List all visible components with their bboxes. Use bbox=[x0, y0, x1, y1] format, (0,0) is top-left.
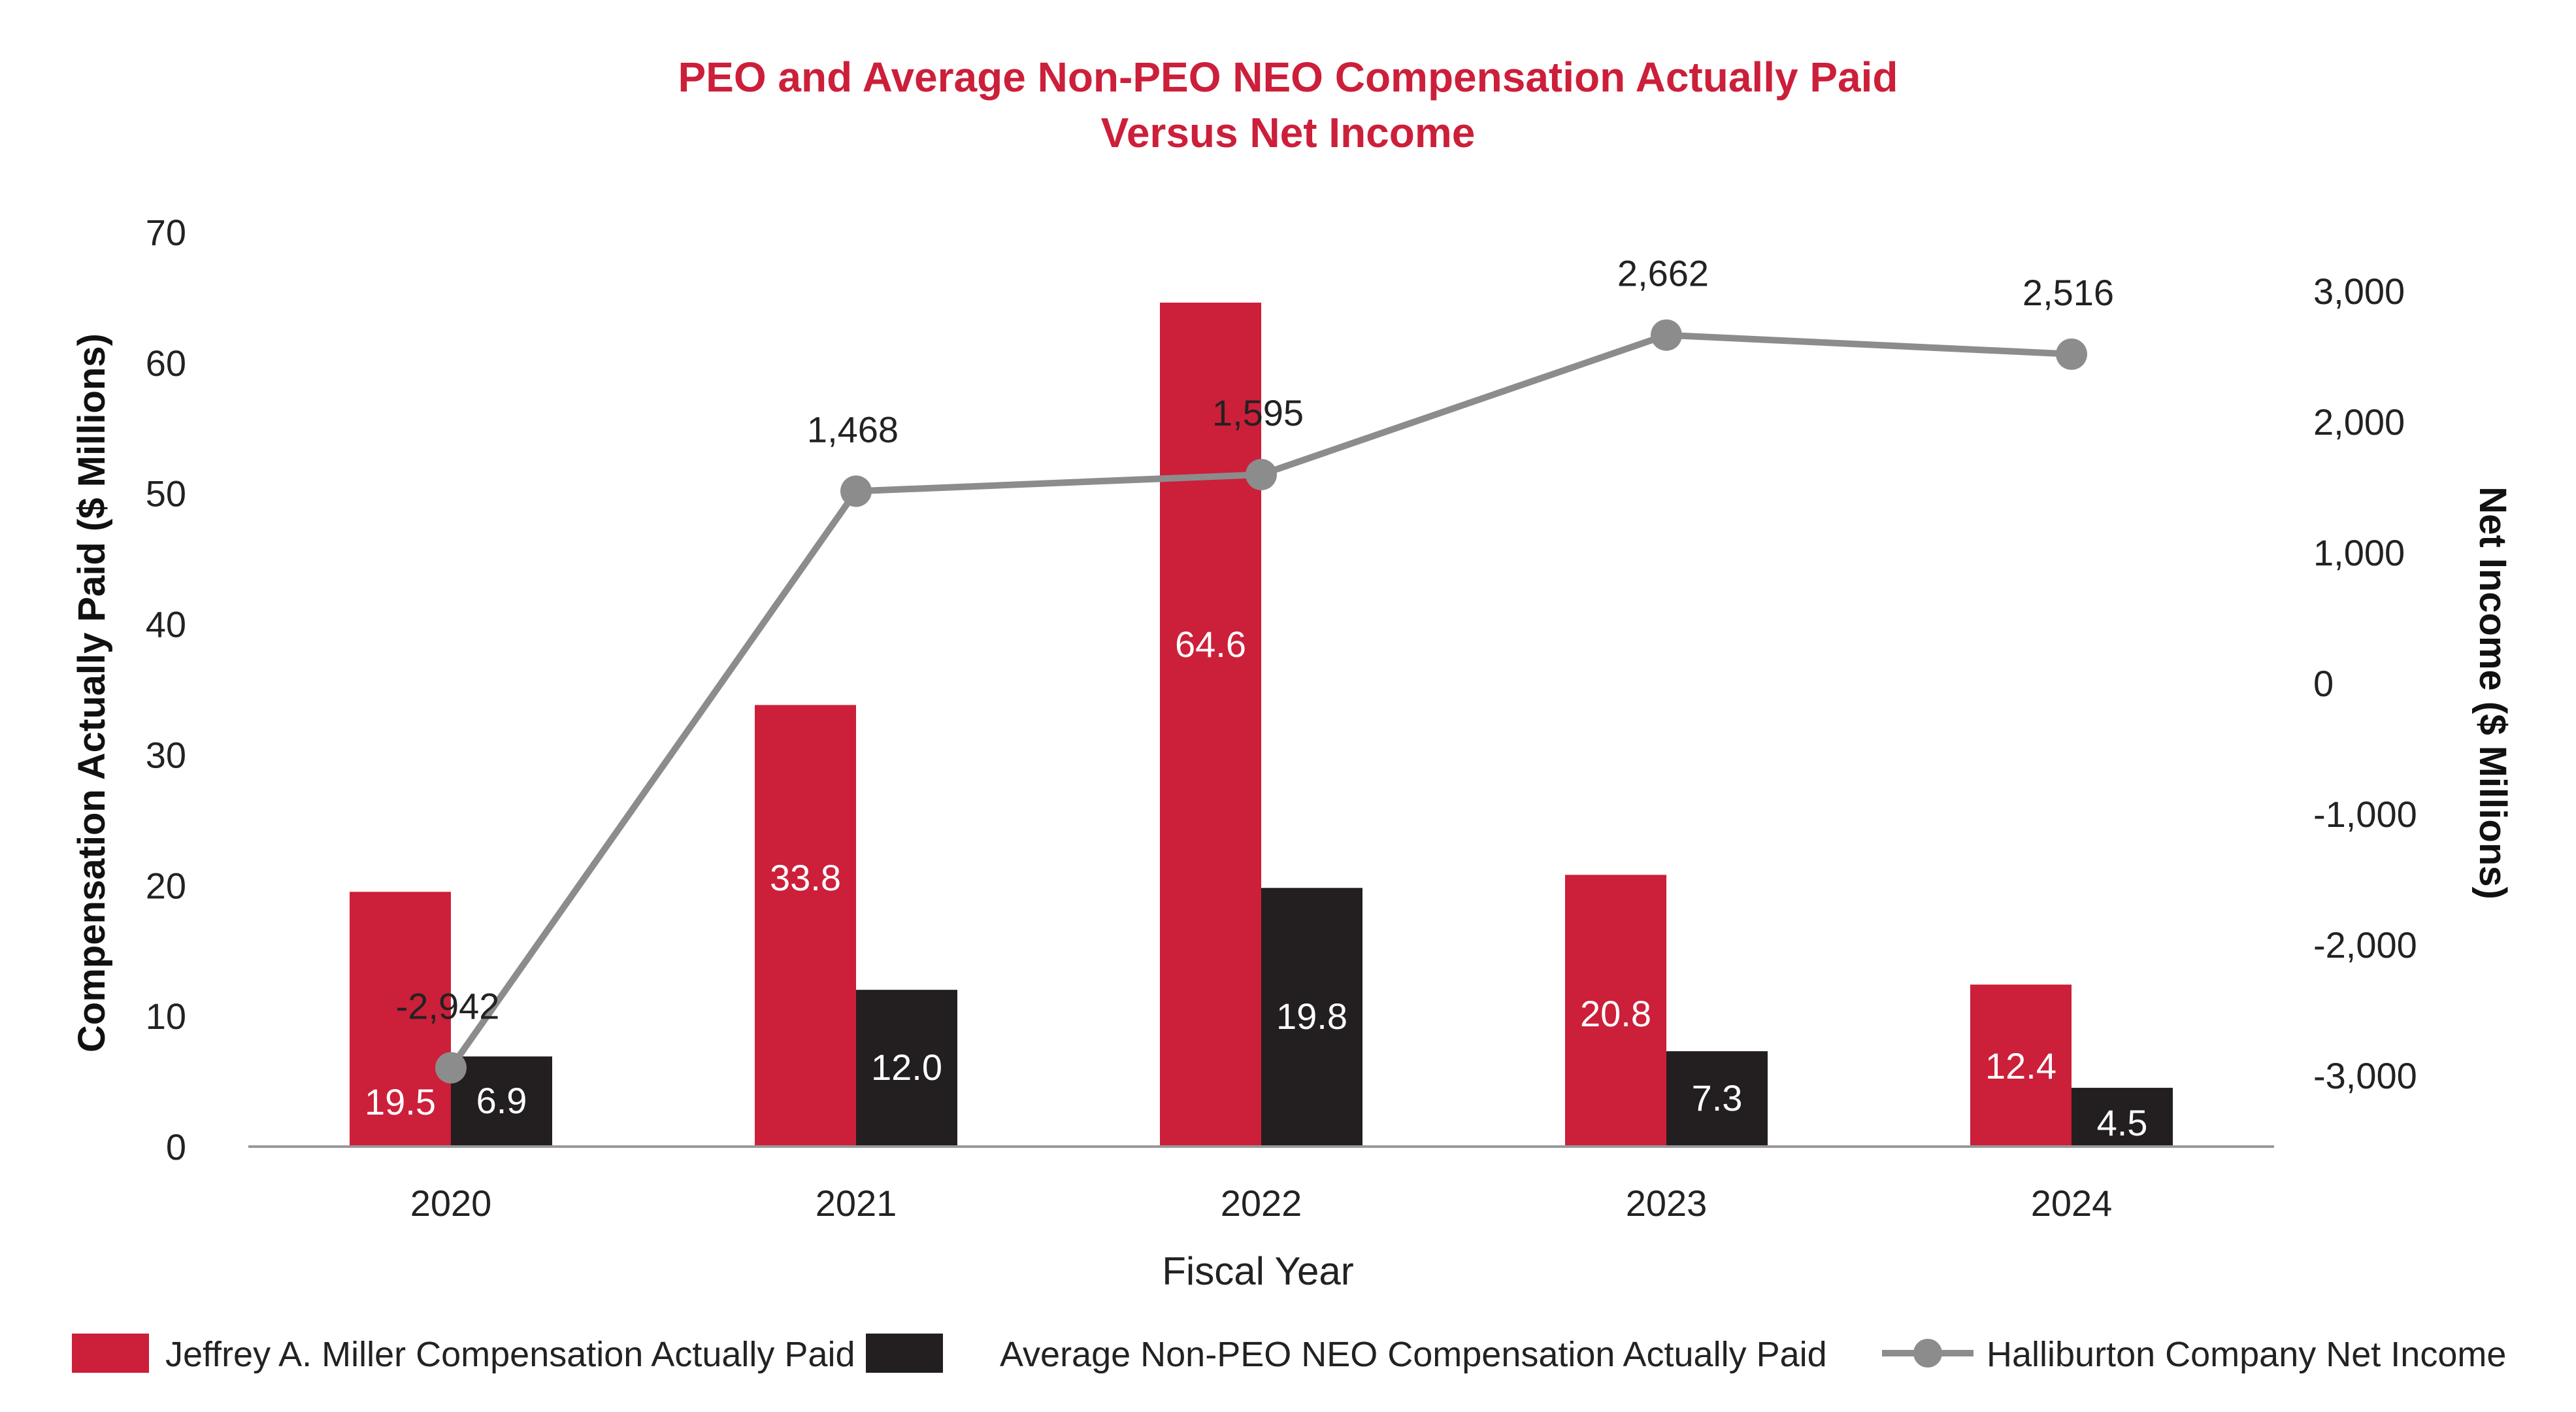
bar-peo-2022 bbox=[1160, 302, 1261, 1147]
y2-tick-label: 2,000 bbox=[2313, 401, 2405, 443]
legend-swatch-neo bbox=[866, 1334, 943, 1373]
net-income-line-group: -2,942 1,468 1,595 2,662 2,516 bbox=[396, 253, 2114, 1084]
y-tick-label: 70 bbox=[146, 212, 186, 253]
bars-group: 19.5 6.9 33.8 12.0 64.6 19.8 20.8 7.3 12.4 4.5 bbox=[350, 302, 2173, 1147]
y2-axis-ticks: 3,000 2,000 1,000 0 -1,000 -2,000 -3,000 bbox=[2313, 271, 2417, 1096]
bar-peo-2024 bbox=[1970, 984, 2072, 1147]
y2-tick-label: 1,000 bbox=[2313, 532, 2405, 573]
y2-tick-label: -1,000 bbox=[2313, 794, 2417, 835]
bar-label-neo-2024: 4.5 bbox=[2097, 1102, 2148, 1143]
bar-label-peo-2022: 64.6 bbox=[1175, 624, 1246, 665]
y-axis-ticks: 0 10 20 30 40 50 60 70 bbox=[146, 212, 186, 1168]
bar-label-neo-2020: 6.9 bbox=[476, 1080, 527, 1121]
y-tick-label: 60 bbox=[146, 343, 186, 384]
y-tick-label: 30 bbox=[146, 734, 186, 775]
net-income-label-2021: 1,468 bbox=[807, 409, 899, 450]
x-tick-label: 2024 bbox=[2031, 1183, 2113, 1224]
bar-label-neo-2023: 7.3 bbox=[1692, 1077, 1743, 1118]
x-tick-label: 2020 bbox=[410, 1183, 492, 1224]
net-income-label-2024: 2,516 bbox=[2023, 272, 2114, 313]
y-tick-label: 50 bbox=[146, 473, 186, 514]
x-axis-label: Fiscal Year bbox=[1162, 1249, 1354, 1293]
legend: Jeffrey A. Miller Compensation Actually … bbox=[72, 1334, 2506, 1374]
y2-tick-label: -3,000 bbox=[2313, 1055, 2417, 1096]
bar-neo-2022 bbox=[1261, 888, 1362, 1147]
net-income-point-2024 bbox=[2056, 338, 2087, 370]
bar-label-peo-2024: 12.4 bbox=[1985, 1045, 2056, 1086]
legend-marker-net-income bbox=[1913, 1339, 1942, 1368]
net-income-point-2023 bbox=[1651, 319, 1682, 351]
bar-neo-2023 bbox=[1666, 1051, 1768, 1147]
bar-neo-2024 bbox=[2072, 1088, 2173, 1147]
bar-neo-2021 bbox=[856, 990, 957, 1147]
bar-label-peo-2021: 33.8 bbox=[770, 857, 841, 898]
x-tick-label: 2021 bbox=[816, 1183, 897, 1224]
legend-swatch-peo bbox=[72, 1334, 149, 1373]
bar-label-neo-2022: 19.8 bbox=[1276, 996, 1347, 1037]
net-income-point-2021 bbox=[840, 475, 872, 507]
chart-title-line-2: Versus Net Income bbox=[1101, 109, 1476, 156]
legend-label-peo: Jeffrey A. Miller Compensation Actually … bbox=[165, 1335, 855, 1374]
y-tick-label: 20 bbox=[146, 865, 186, 906]
y2-tick-label: -2,000 bbox=[2313, 924, 2417, 966]
bar-peo-2021 bbox=[755, 705, 856, 1147]
bar-peo-2023 bbox=[1565, 875, 1666, 1147]
y2-tick-label: 0 bbox=[2313, 663, 2334, 704]
bar-neo-2020 bbox=[451, 1056, 552, 1147]
net-income-label-2022: 1,595 bbox=[1212, 392, 1304, 433]
net-income-label-2020: -2,942 bbox=[396, 985, 500, 1026]
bar-peo-2020 bbox=[350, 892, 451, 1147]
bar-label-peo-2023: 20.8 bbox=[1580, 993, 1651, 1034]
net-income-point-2022 bbox=[1246, 459, 1277, 490]
y-tick-label: 40 bbox=[146, 604, 186, 645]
y2-tick-label: 3,000 bbox=[2313, 271, 2405, 312]
x-tick-label: 2023 bbox=[1626, 1183, 1708, 1224]
bar-label-neo-2021: 12.0 bbox=[871, 1047, 942, 1088]
net-income-point-2020 bbox=[435, 1052, 467, 1084]
y-tick-label: 10 bbox=[146, 996, 186, 1037]
x-axis-ticks: 2020 2021 2022 2023 2024 bbox=[410, 1183, 2113, 1224]
x-tick-label: 2022 bbox=[1221, 1183, 1302, 1224]
y2-axis-label: Net Income ($ Millions) bbox=[2471, 486, 2514, 899]
bar-label-peo-2020: 19.5 bbox=[365, 1081, 436, 1122]
chart-title-line-1: PEO and Average Non-PEO NEO Compensation… bbox=[678, 54, 1898, 101]
net-income-label-2023: 2,662 bbox=[1617, 253, 1709, 294]
legend-label-neo: Average Non-PEO NEO Compensation Actuall… bbox=[1000, 1335, 1827, 1374]
y-axis-label: Compensation Actually Paid ($ Millions) bbox=[71, 333, 113, 1052]
y-tick-label: 0 bbox=[166, 1126, 186, 1168]
legend-label-net-income: Halliburton Company Net Income bbox=[1987, 1335, 2506, 1374]
